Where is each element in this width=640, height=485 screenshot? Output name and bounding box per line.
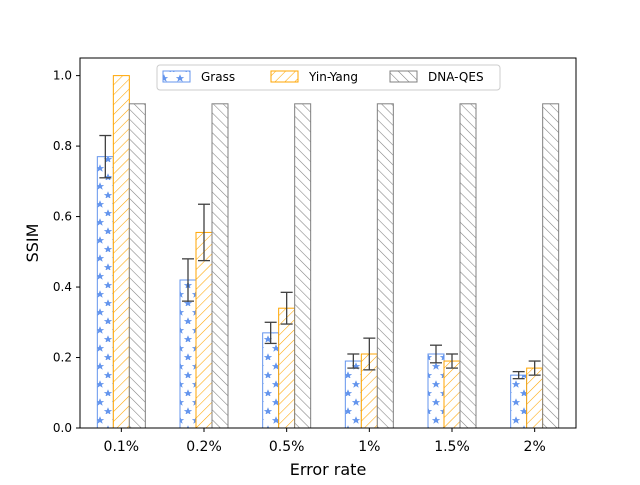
error-bar [528,360,541,376]
bar-grass [262,332,280,429]
bar-grass [510,374,528,429]
legend-label: Grass [201,70,235,84]
error-bar [182,258,194,302]
legend-label: DNA-QES [428,70,484,84]
legend-swatch [162,70,191,83]
error-bar [264,321,277,345]
bar-dna-qes [459,103,477,429]
legend: Grass Yin-Yang DNA-QES [156,64,501,91]
bar-dna-qes [128,103,146,429]
error-bars-layer [99,134,541,380]
x-axis: 0.1% 0.2% 0.5% 1% 1.5% 2% [104,428,546,455]
x-tick-label: 1.5% [434,439,470,455]
legend-label: Yin-Yang [308,70,358,84]
y-axis-title: SSIM [23,224,42,263]
y-tick-label: 0.6 [53,210,72,224]
bar-dna-qes [376,103,394,429]
bar-grass [179,279,197,429]
bar-grass [427,353,445,429]
error-bar [99,134,112,179]
bar-dna-qes [211,103,229,429]
error-bar [512,370,525,380]
error-bar [280,291,293,325]
x-tick-label: 2% [524,439,546,455]
error-bar [198,203,210,262]
error-bar [446,353,458,369]
bar-dna-qes [294,103,312,429]
x-tick-label: 0.2% [186,439,222,455]
error-bar [430,344,442,364]
x-tick-label: 1% [358,439,380,455]
y-tick-label: 0.4 [53,280,72,294]
error-bar [347,353,360,369]
bar-yin-yang [278,307,296,429]
bar-dna-qes [542,103,560,429]
x-tick-label: 0.5% [269,439,305,455]
legend-swatch [270,70,299,83]
plot-frame [79,57,577,429]
x-axis-title: Error rate [290,460,367,479]
bars-layer [96,75,560,429]
bar-grass [344,360,362,429]
bar-grass [96,156,114,429]
y-tick-label: 0.2 [53,351,72,365]
bar-yin-yang [195,231,213,429]
error-bar [363,337,376,371]
y-axis: 0.0 0.2 0.4 0.6 0.8 1.0 [53,69,80,435]
bar-yin-yang [443,360,461,429]
bar-yin-yang [112,75,130,429]
y-tick-label: 0.0 [53,421,72,435]
y-tick-label: 1.0 [53,69,72,83]
legend-items: Grass Yin-Yang DNA-QES [162,70,484,84]
x-tick-label: 0.1% [104,439,140,455]
y-tick-label: 0.8 [53,139,72,153]
legend-swatch [389,70,418,83]
bar-yin-yang [526,367,544,429]
